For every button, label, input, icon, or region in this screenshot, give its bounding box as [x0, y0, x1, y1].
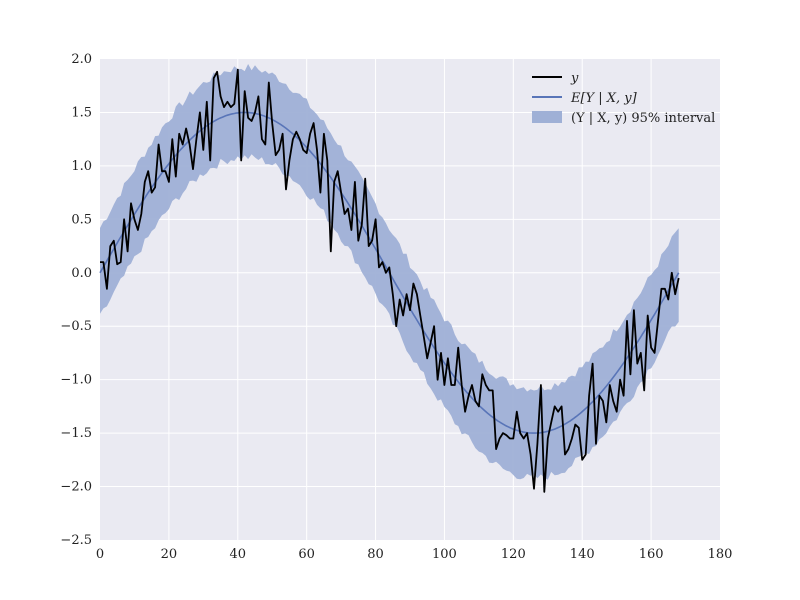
observed-layer — [100, 68, 680, 493]
y-tick-label: 1.0 — [71, 159, 92, 174]
x-axis: 0 20 40 60 80 100 120 140 160 180 — [96, 547, 733, 562]
observed-line — [100, 68, 680, 493]
x-tick-label: 40 — [230, 547, 247, 562]
legend-swatch-band — [532, 111, 562, 123]
y-tick-label: 0.0 — [71, 266, 92, 281]
legend-label-band: (Y | X, y) 95% interval — [571, 111, 715, 126]
x-tick-label: 100 — [432, 547, 457, 562]
x-tick-label: 160 — [639, 547, 664, 562]
legend-label-mean: E[Y | X, y] — [570, 91, 638, 106]
y-axis: −2.5 −2.0 −1.5 −1.0 −0.5 0.0 0.5 1.0 1.5 2.0 — [60, 52, 92, 548]
x-tick-label: 60 — [298, 547, 315, 562]
y-tick-label: −2.5 — [60, 533, 92, 548]
y-tick-label: 0.5 — [71, 212, 92, 227]
y-tick-label: −2.0 — [60, 480, 92, 495]
x-tick-label: 20 — [161, 547, 178, 562]
y-tick-label: −0.5 — [60, 319, 92, 334]
x-tick-label: 0 — [96, 547, 104, 562]
legend: y E[Y | X, y] (Y | X, y) 95% interval — [532, 71, 715, 126]
y-tick-label: −1.5 — [60, 426, 92, 441]
y-tick-label: 1.5 — [71, 105, 92, 120]
x-tick-label: 120 — [501, 547, 526, 562]
x-tick-label: 140 — [570, 547, 595, 562]
x-tick-label: 180 — [708, 547, 733, 562]
x-tick-label: 80 — [367, 547, 384, 562]
legend-label-y: y — [570, 71, 579, 86]
y-tick-label: −1.0 — [60, 373, 92, 388]
y-tick-label: 2.0 — [71, 52, 92, 67]
